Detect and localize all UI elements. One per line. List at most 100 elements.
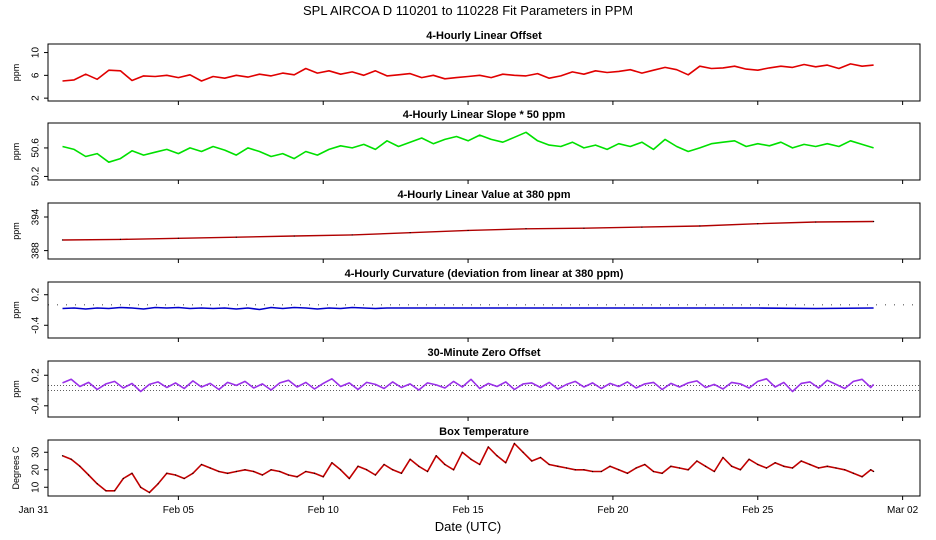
data-point [61,455,64,457]
data-point [748,458,750,460]
data-point [487,446,489,448]
data-point [574,469,576,471]
data-point [366,469,368,471]
data-point [470,458,472,460]
data-point [800,460,802,462]
series-line [62,442,875,494]
data-point [774,462,776,464]
data-point [809,463,811,466]
data-point [87,474,90,476]
data-point [452,469,455,471]
data-point [505,462,507,464]
data-point [644,463,646,466]
data-point [131,472,133,474]
data-point [522,451,524,453]
data-point [618,469,620,471]
y-tick-label: 388 [31,242,42,259]
y-tick-label: 30 [31,446,42,458]
data-point [409,232,411,234]
data-point [383,463,385,466]
data-point [670,465,672,467]
data-point [244,469,246,471]
data-point [583,469,585,471]
data-point [826,465,828,467]
data-point [183,477,185,480]
series-line [62,306,874,311]
data-point [119,238,122,240]
data-point [635,467,637,469]
y-tick-label: 2 [31,95,42,101]
data-point [174,474,177,476]
chart-title: SPL AIRCOA D 110201 to 110228 Fit Parame… [303,3,633,18]
panel-6: Box Temperature Degrees C 10 20 30 [11,426,921,500]
data-point [783,465,785,467]
data-point [351,234,353,236]
y-tick-label: 50.2 [31,166,42,186]
data-point [696,460,698,462]
panel-4: 4-Hourly Curvature (deviation from linea… [11,268,921,342]
panel-5: 30-Minute Zero Offset ppm -0.4 0.2 [11,347,921,421]
data-point [791,467,794,469]
data-point [815,221,817,223]
data-point [253,470,255,473]
data-point [426,470,429,473]
y-tick-label: -0.4 [31,397,42,415]
data-point [348,477,350,480]
y-tick-label: 394 [31,208,42,225]
data-point [192,472,194,474]
data-point [339,469,342,471]
panel-2: 4-Hourly Linear Slope * 50 ppm ppm 50.2 50.… [11,109,921,186]
x-axis-label: Date (UTC) [435,519,501,534]
data-point [148,491,150,494]
panel-frame [47,439,921,497]
y-tick-label: 50.6 [31,138,42,158]
data-point [392,469,394,471]
data-point [296,476,298,478]
data-point [739,469,741,471]
y-axis-label: Degrees C [11,446,21,490]
data-point [600,470,602,473]
data-point [757,463,759,466]
y-tick-label: 0.2 [31,287,42,301]
panel-frame [47,360,921,418]
data-point [114,490,116,492]
panel-title: 30-Minute Zero Offset [427,347,540,359]
data-point [357,465,359,467]
data-point [873,220,875,223]
data-point [444,463,446,466]
data-point [287,474,290,476]
data-point [209,467,211,469]
data-point [270,469,272,471]
y-tick-label: 6 [31,72,42,78]
x-tick-label: Feb 10 [308,505,340,516]
data-point [400,472,403,474]
data-point [61,239,64,241]
data-point [765,467,768,469]
data-point [166,472,168,474]
x-tick-label: Mar 02 [887,505,919,516]
data-point [261,474,263,476]
series-line [62,63,874,82]
data-point [467,229,469,232]
data-point [699,225,701,227]
panel-frame [47,281,921,339]
y-tick-label: 20 [31,464,42,476]
data-point [200,463,203,466]
data-point [374,474,376,476]
panel-title: 4-Hourly Linear Offset [426,30,542,42]
data-point [861,476,863,478]
data-point [140,486,142,488]
data-point [218,470,220,473]
panel-title: 4-Hourly Linear Slope * 50 ppm [403,109,566,121]
panel-frame [47,43,921,102]
y-axis-label: ppm [11,222,21,240]
data-point [322,476,324,478]
data-point [731,465,733,467]
data-point [652,470,655,473]
x-tick-label: Feb 05 [163,505,195,516]
y-axis-label: ppm [11,64,21,82]
data-point [418,465,420,467]
data-point [548,463,550,466]
data-point [592,470,594,473]
